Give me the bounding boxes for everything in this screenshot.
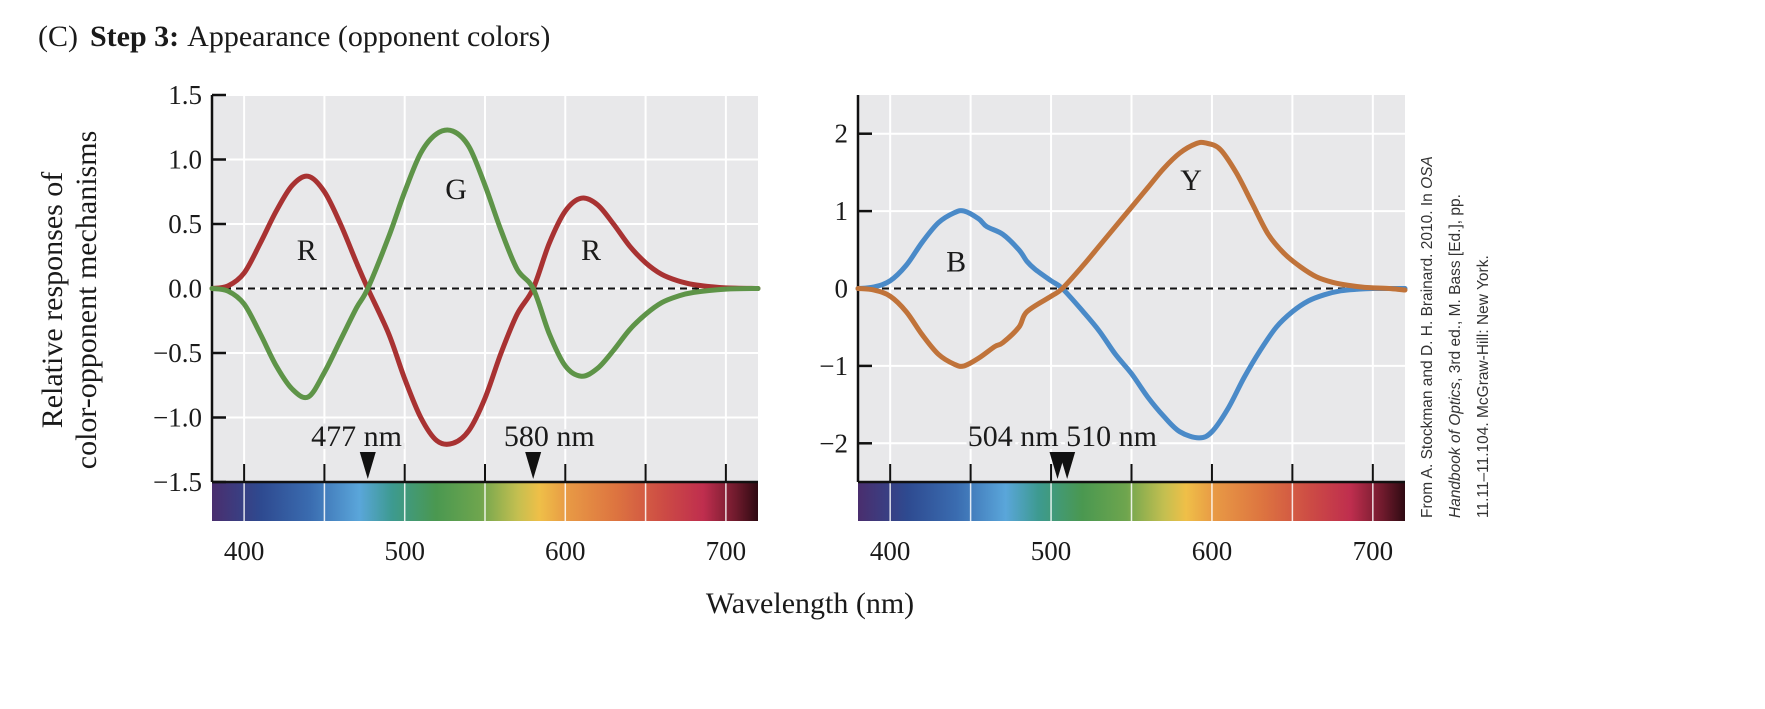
chart-blue-yellow: −2 −1 0 1 2 400 500 600 700 B Y 504 nm 510 nm [819, 95, 1408, 566]
curve-label: G [445, 173, 467, 206]
series-line-1 [209, 127, 761, 401]
crossover-arrow-marker [1059, 452, 1076, 479]
y-tick-label: −0.5 [153, 338, 202, 368]
curve-label: B [946, 245, 966, 278]
crossover-arrow-marker [359, 452, 376, 479]
crossover-wavelength-label: 580 nm [504, 420, 595, 453]
y-tick-label: −1 [819, 351, 848, 381]
credit-line2: Handbook of Optics, 3rd ed., M. Bass [Ed… [1447, 194, 1464, 518]
series-line-1 [855, 139, 1408, 369]
curve-label: R [581, 234, 601, 267]
y-tick-label: 0.5 [168, 209, 202, 239]
credit-line3: 11.11–11.104. McGraw-Hill: New York. [1475, 255, 1492, 518]
crossover-arrow-marker [525, 452, 542, 479]
y-axis-label-line2: color-opponent mechanisms [70, 131, 103, 469]
x-tick-label: 500 [1031, 536, 1072, 566]
y-tick-label: −1.5 [153, 467, 202, 497]
y-tick-label: −2 [819, 428, 848, 458]
title-step: Step 3: [90, 20, 179, 53]
figure-title: (C) Step 3: Appearance (opponent colors) [38, 20, 550, 53]
x-tick-label: 600 [1192, 536, 1233, 566]
y-axis-label-line1: Relative responses of [36, 172, 69, 429]
panel-label: (C) [38, 20, 78, 53]
x-axis-label: Wavelength (nm) [706, 587, 914, 620]
curve-label: Y [1180, 164, 1202, 197]
y-tick-label: 1.0 [168, 145, 202, 175]
curve-label: R [297, 234, 317, 267]
x-tick-label: 700 [706, 536, 747, 566]
x-tick-label: 500 [384, 536, 425, 566]
y-tick-label: 0 [835, 274, 849, 304]
credit-line1: From A. Stockman and D. H. Brainard. 201… [1419, 156, 1436, 518]
crossover-wavelength-label: 504 nm 510 nm [968, 420, 1157, 453]
y-tick-label: 0.0 [168, 274, 202, 304]
series-line-0 [855, 208, 1408, 441]
crossover-wavelength-label: 477 nm [311, 420, 402, 453]
x-tick-label: 700 [1353, 536, 1394, 566]
series-line-0 [209, 173, 761, 447]
y-tick-label: 1.5 [168, 80, 202, 110]
x-tick-label: 400 [870, 536, 911, 566]
title-text: Appearance (opponent colors) [187, 20, 550, 53]
y-tick-label: 2 [835, 119, 849, 149]
x-tick-label: 400 [224, 536, 265, 566]
chart-red-green: −1.5 −1.0 −0.5 0.0 0.5 1.0 1.5 400 500 600 700 R G R 4… [153, 80, 761, 566]
y-tick-label: 1 [835, 196, 849, 226]
y-tick-label: −1.0 [153, 403, 202, 433]
x-tick-label: 600 [545, 536, 586, 566]
